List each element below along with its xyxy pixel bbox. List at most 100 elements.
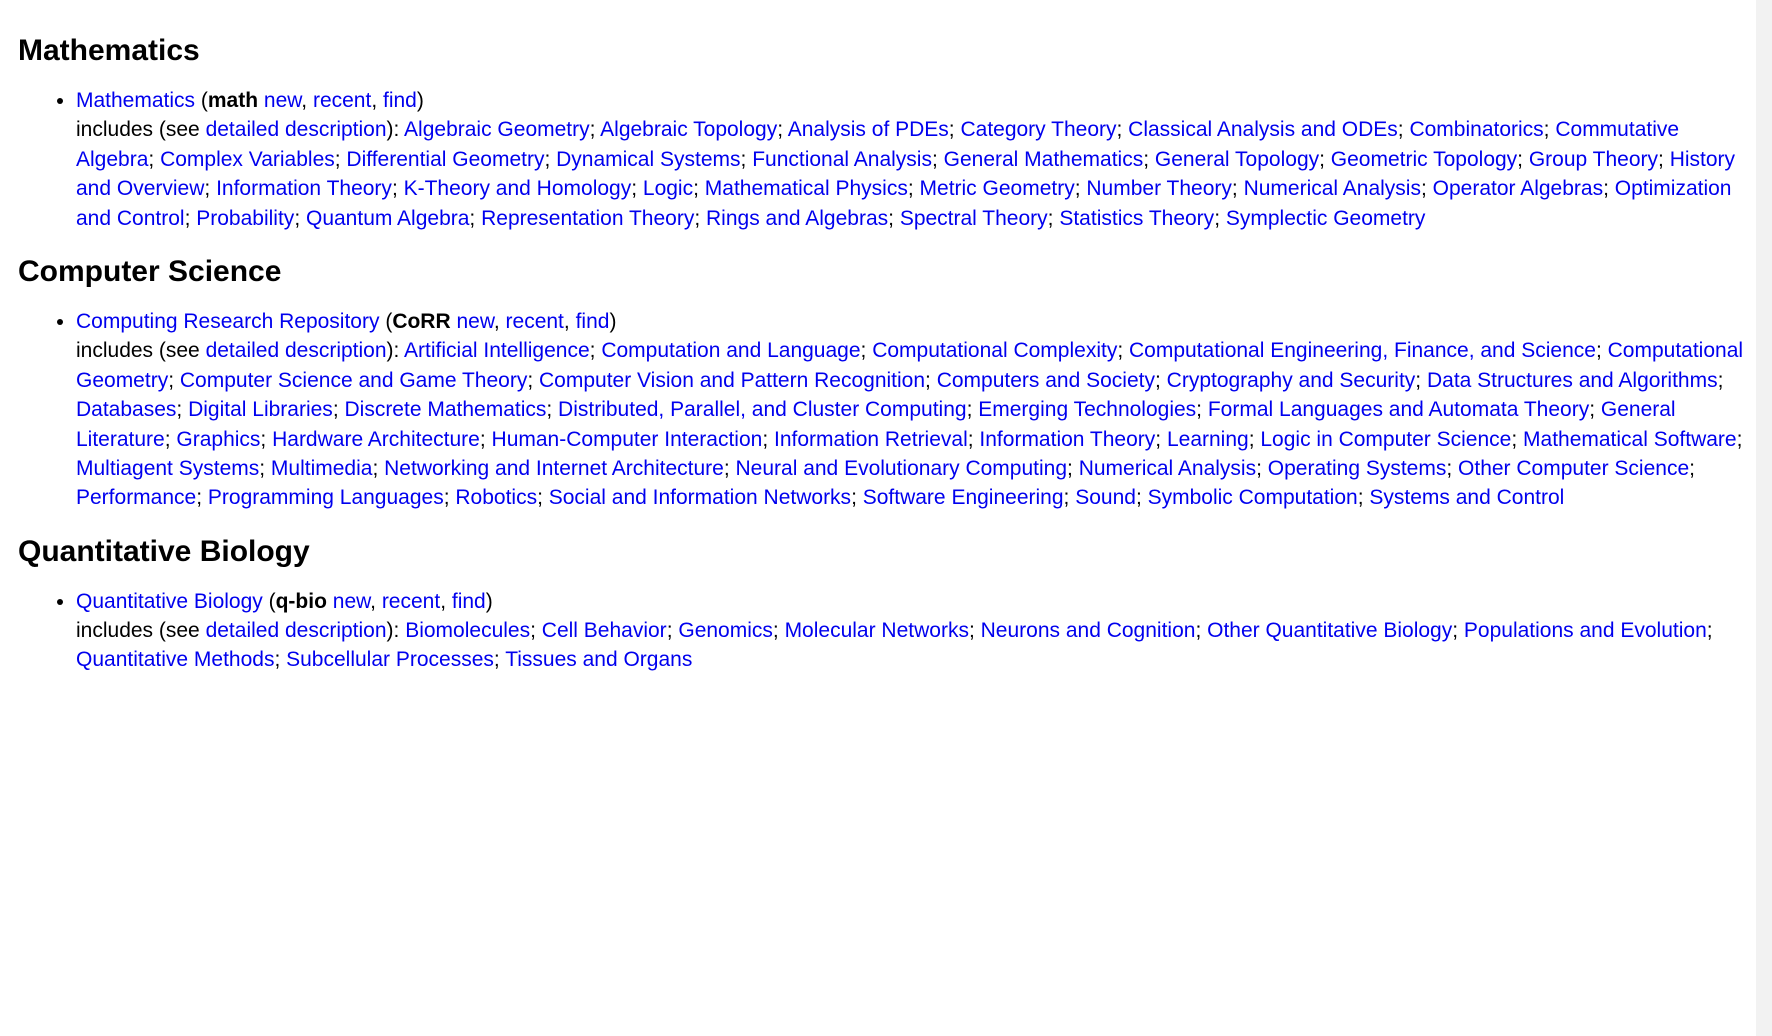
subcategory-link[interactable]: Cell Behavior xyxy=(542,619,667,642)
subcategory-link[interactable]: Digital Libraries xyxy=(188,398,333,421)
subcategory-link[interactable]: Data Structures and Algorithms xyxy=(1427,369,1718,392)
subcategory-link[interactable]: Information Retrieval xyxy=(774,428,968,451)
subcategory-link[interactable]: Hardware Architecture xyxy=(272,428,480,451)
subcategory-link[interactable]: Symbolic Computation xyxy=(1148,486,1358,509)
subcategory-link[interactable]: Geometric Topology xyxy=(1331,148,1517,171)
subcategory-link[interactable]: Tissues and Organs xyxy=(505,648,692,671)
archive-list: Computing Research Repository (CoRR new,… xyxy=(18,307,1754,513)
subcategory-link[interactable]: Statistics Theory xyxy=(1059,207,1214,230)
subcategory-link[interactable]: Computational Engineering, Finance, and … xyxy=(1129,339,1596,362)
archive-name-link[interactable]: Quantitative Biology xyxy=(76,590,263,613)
subcategory-link[interactable]: Rings and Algebras xyxy=(706,207,888,230)
subcategory-link[interactable]: Multimedia xyxy=(271,457,373,480)
new-link[interactable]: new xyxy=(456,310,493,333)
archive-name-link[interactable]: Mathematics xyxy=(76,89,195,112)
subcategory-link[interactable]: Performance xyxy=(76,486,196,509)
find-link[interactable]: find xyxy=(383,89,417,112)
subcategory-link[interactable]: Networking and Internet Architecture xyxy=(384,457,724,480)
subcategory-link[interactable]: Computer Vision and Pattern Recognition xyxy=(539,369,925,392)
subcategory-link[interactable]: Multiagent Systems xyxy=(76,457,259,480)
subcategory-link[interactable]: Computers and Society xyxy=(937,369,1155,392)
subcategory-link[interactable]: Metric Geometry xyxy=(920,177,1075,200)
subcategory-link[interactable]: Programming Languages xyxy=(208,486,444,509)
recent-link[interactable]: recent xyxy=(506,310,564,333)
subcategory-link[interactable]: Other Quantitative Biology xyxy=(1207,619,1452,642)
subcategory-link[interactable]: Mathematical Software xyxy=(1523,428,1737,451)
subcategory-link[interactable]: Learning xyxy=(1167,428,1249,451)
subcategory-link[interactable]: Dynamical Systems xyxy=(556,148,740,171)
new-link[interactable]: new xyxy=(333,590,370,613)
subcategory-link[interactable]: Computer Science and Game Theory xyxy=(180,369,527,392)
subcategory-link[interactable]: Symplectic Geometry xyxy=(1226,207,1426,230)
subcategory-link[interactable]: Algebraic Topology xyxy=(600,118,777,141)
subcategory-link[interactable]: Graphics xyxy=(176,428,260,451)
subcategory-link[interactable]: Populations and Evolution xyxy=(1464,619,1707,642)
subcategory-link[interactable]: General Mathematics xyxy=(944,148,1144,171)
recent-link[interactable]: recent xyxy=(382,590,440,613)
subcategory-link[interactable]: Group Theory xyxy=(1529,148,1658,171)
subcategory-link[interactable]: Other Computer Science xyxy=(1458,457,1689,480)
subcategory-link[interactable]: Computation and Language xyxy=(601,339,860,362)
subcategory-link[interactable]: Emerging Technologies xyxy=(978,398,1196,421)
archive-listing: MathematicsMathematics (math new, recent… xyxy=(18,30,1754,675)
subcategory-link[interactable]: K-Theory and Homology xyxy=(404,177,632,200)
subcategory-link[interactable]: Spectral Theory xyxy=(900,207,1048,230)
find-link[interactable]: find xyxy=(452,590,486,613)
archive-code: CoRR xyxy=(392,310,450,333)
subcategory-link[interactable]: Information Theory xyxy=(216,177,392,200)
new-link[interactable]: new xyxy=(264,89,301,112)
subcategory-link[interactable]: Representation Theory xyxy=(481,207,694,230)
subcategory-link[interactable]: Logic xyxy=(643,177,693,200)
subcategory-link[interactable]: Analysis of PDEs xyxy=(788,118,949,141)
includes-suffix: ): xyxy=(387,339,405,362)
subcategory-link[interactable]: Neurons and Cognition xyxy=(981,619,1196,642)
subcategory-link[interactable]: Molecular Networks xyxy=(785,619,969,642)
subcategory-link[interactable]: Cryptography and Security xyxy=(1167,369,1416,392)
subcategory-link[interactable]: Sound xyxy=(1075,486,1136,509)
subcategory-link[interactable]: Human-Computer Interaction xyxy=(492,428,763,451)
subcategory-link[interactable]: Combinatorics xyxy=(1409,118,1543,141)
subcategory-link[interactable]: General Topology xyxy=(1155,148,1319,171)
recent-link[interactable]: recent xyxy=(313,89,371,112)
scrollbar[interactable] xyxy=(1756,0,1772,1036)
subcategory-link[interactable]: Robotics xyxy=(455,486,537,509)
subcategory-link[interactable]: Operator Algebras xyxy=(1433,177,1603,200)
subcategory-link[interactable]: Subcellular Processes xyxy=(286,648,494,671)
archive-item: Mathematics (math new, recent, find)incl… xyxy=(76,86,1754,233)
subcategory-link[interactable]: Functional Analysis xyxy=(752,148,932,171)
subcategory-link[interactable]: Neural and Evolutionary Computing xyxy=(736,457,1068,480)
subcategory-link[interactable]: Artificial Intelligence xyxy=(404,339,590,362)
subcategory-link[interactable]: Systems and Control xyxy=(1369,486,1564,509)
subcategory-link[interactable]: Software Engineering xyxy=(863,486,1064,509)
archive-name-link[interactable]: Computing Research Repository xyxy=(76,310,379,333)
subcategory-link[interactable]: Logic in Computer Science xyxy=(1260,428,1511,451)
subcategory-link[interactable]: Computational Complexity xyxy=(872,339,1117,362)
subcategory-link[interactable]: Complex Variables xyxy=(160,148,335,171)
subcategory-link[interactable]: Quantum Algebra xyxy=(306,207,469,230)
subcategory-link[interactable]: Differential Geometry xyxy=(346,148,544,171)
subcategory-link[interactable]: Biomolecules xyxy=(405,619,530,642)
subcategory-link[interactable]: Mathematical Physics xyxy=(705,177,908,200)
subcategory-link[interactable]: Algebraic Geometry xyxy=(404,118,590,141)
subcategory-link[interactable]: Discrete Mathematics xyxy=(344,398,546,421)
subcategory-link[interactable]: Quantitative Methods xyxy=(76,648,274,671)
subcategory-link[interactable]: Information Theory xyxy=(979,428,1155,451)
subcategory-link[interactable]: Number Theory xyxy=(1086,177,1232,200)
subcategory-link[interactable]: Formal Languages and Automata Theory xyxy=(1208,398,1589,421)
subcategory-link[interactable]: Distributed, Parallel, and Cluster Compu… xyxy=(558,398,967,421)
archive-list: Quantitative Biology (q-bio new, recent,… xyxy=(18,587,1754,675)
archive-item: Computing Research Repository (CoRR new,… xyxy=(76,307,1754,513)
detailed-description-link[interactable]: detailed description xyxy=(206,118,387,141)
subcategory-link[interactable]: Numerical Analysis xyxy=(1079,457,1256,480)
subcategory-link[interactable]: Social and Information Networks xyxy=(549,486,851,509)
subcategory-link[interactable]: Genomics xyxy=(678,619,773,642)
subcategory-link[interactable]: Classical Analysis and ODEs xyxy=(1128,118,1398,141)
detailed-description-link[interactable]: detailed description xyxy=(206,619,387,642)
find-link[interactable]: find xyxy=(576,310,610,333)
subcategory-link[interactable]: Operating Systems xyxy=(1268,457,1447,480)
subcategory-link[interactable]: Numerical Analysis xyxy=(1244,177,1421,200)
subcategory-link[interactable]: Probability xyxy=(196,207,294,230)
detailed-description-link[interactable]: detailed description xyxy=(206,339,387,362)
subcategory-link[interactable]: Databases xyxy=(76,398,176,421)
subcategory-link[interactable]: Category Theory xyxy=(960,118,1116,141)
